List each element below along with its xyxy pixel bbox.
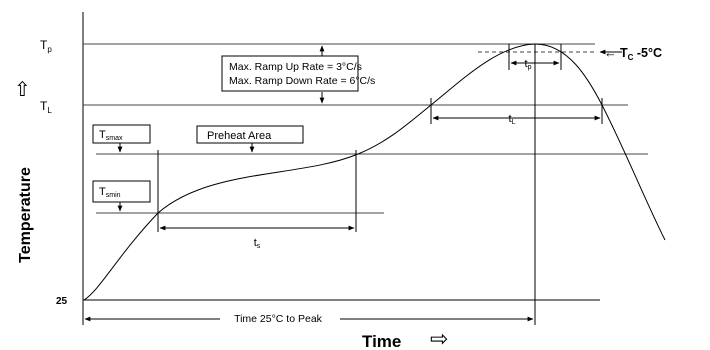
preheat-area-box	[196, 125, 304, 144]
tp-time-label: tp	[525, 58, 532, 71]
tsmin-label: Tsmin	[99, 186, 121, 199]
preheat-area-label: Preheat Area	[207, 130, 272, 142]
ts-time-label: ts	[254, 237, 261, 250]
ramp-up-label: Max. Ramp Up Rate = 3°C/s	[229, 61, 362, 73]
ramp-rate-box	[221, 55, 359, 92]
tc-label: TC -5°C	[620, 46, 662, 62]
profile-curve	[83, 43, 666, 301]
tsmin-box	[92, 180, 151, 203]
tl-label: TL	[40, 99, 52, 115]
tsmax-box	[92, 124, 151, 144]
tl-time-label: tL	[509, 113, 516, 126]
tp-label: Tp	[40, 38, 52, 54]
time-to-peak-label: Time 25°C to Peak	[234, 313, 323, 325]
ramp-down-label: Max. Ramp Down Rate = 6°C/s	[229, 75, 375, 87]
y-axis-title: Temperature	[17, 167, 34, 263]
time-to-peak-bg	[220, 311, 340, 325]
tc-arrow-glyph: ←	[604, 45, 617, 60]
tsmax-label: Tsmax	[99, 129, 123, 142]
origin-label: 25	[56, 296, 68, 307]
x-axis-title: Time	[362, 332, 401, 350]
x-axis-arrow: ⇨	[430, 326, 448, 350]
y-axis-arrow: ⇧	[14, 79, 31, 101]
